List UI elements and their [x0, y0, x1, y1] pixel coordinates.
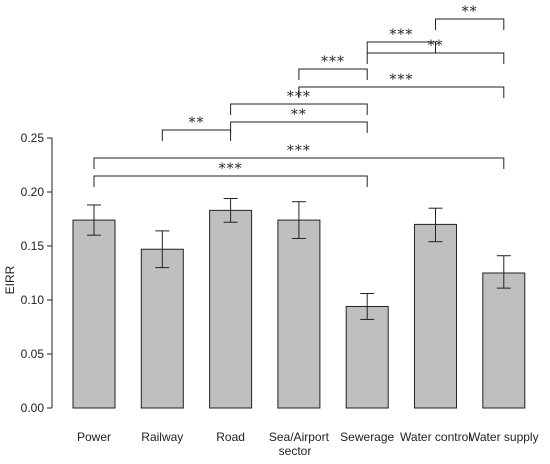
significance-label: **	[462, 4, 478, 20]
y-tick-label: 0.10	[21, 293, 45, 307]
y-tick-label: 0.15	[21, 239, 45, 253]
bar	[345, 305, 389, 409]
x-tick-label: Railway	[141, 430, 183, 444]
bar	[482, 272, 526, 409]
y-tick-label: 0.00	[21, 401, 45, 415]
bar	[209, 209, 253, 409]
x-tick-label: Road	[216, 430, 245, 444]
significance-bracket	[230, 121, 368, 133]
significance-label: ***	[219, 161, 243, 177]
x-axis-label: sector	[279, 444, 312, 458]
y-tick-label: 0.05	[21, 347, 45, 361]
bar	[277, 219, 321, 409]
significance-bracket	[161, 129, 232, 141]
significance-bracket	[93, 175, 368, 187]
bar	[72, 219, 116, 409]
significance-bracket	[230, 103, 368, 115]
bar	[414, 223, 457, 409]
axes: 0.00 0.05 0.10 0.15 0.20 0.25 Power Railway Road…	[21, 131, 539, 444]
significance-label: ***	[287, 143, 311, 159]
x-tick-label: Sewerage	[340, 430, 394, 444]
significance-bracket	[298, 68, 368, 80]
x-tick-label: Water control	[400, 430, 471, 444]
bars	[72, 209, 526, 409]
significance-brackets: ******** ******************	[93, 4, 505, 187]
x-tick-label: Power	[77, 430, 111, 444]
significance-bracket	[93, 157, 505, 169]
significance-bracket	[366, 52, 505, 64]
y-tick-label: 0.20	[21, 185, 45, 199]
bar	[140, 248, 184, 409]
significance-label: ***	[321, 54, 345, 70]
significance-label: ***	[389, 27, 413, 43]
significance-bracket	[435, 18, 505, 30]
x-tick-label: Sea/Airport	[269, 430, 330, 444]
significance-bracket	[298, 86, 505, 98]
error-bars	[87, 197, 511, 320]
significance-label: **	[188, 115, 204, 131]
y-tick-label: 0.25	[21, 131, 45, 145]
significance-label: ***	[389, 72, 413, 88]
x-tick-label: Water supply	[469, 430, 539, 444]
y-axis-label: EIRR	[3, 265, 17, 294]
significance-label: **	[291, 107, 307, 123]
significance-bracket	[366, 41, 436, 53]
